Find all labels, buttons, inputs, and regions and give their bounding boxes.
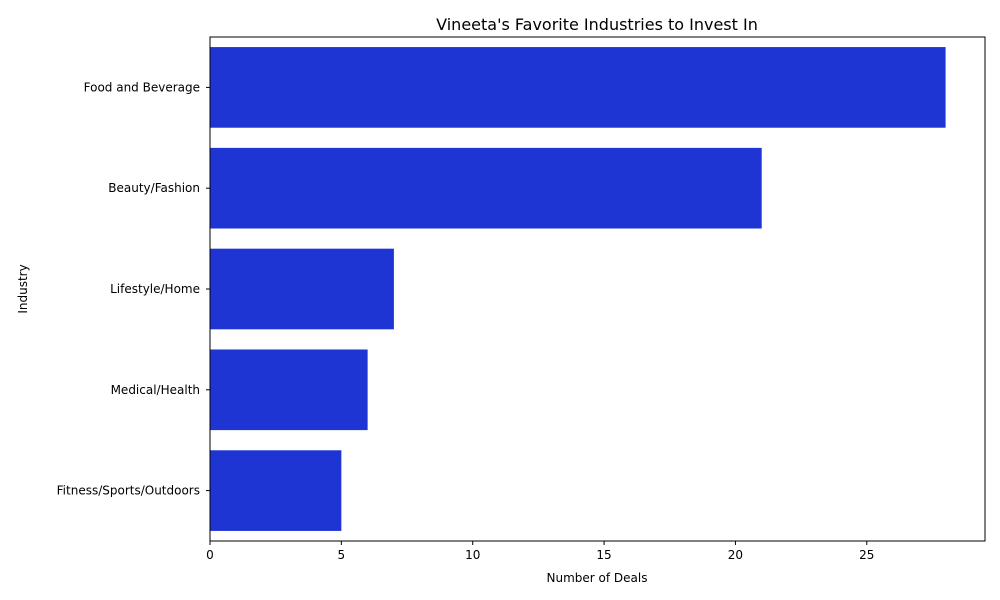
y-axis-label: Industry [16, 264, 30, 313]
y-tick-label: Fitness/Sports/Outdoors [57, 484, 200, 498]
y-axis-ticks: Food and Beverage Beauty/Fashion Lifestyle… [57, 80, 210, 498]
x-tick-label: 25 [859, 548, 874, 562]
bar-3 [210, 349, 368, 431]
y-tick-label: Food and Beverage [84, 80, 200, 94]
y-tick-label: Lifestyle/Home [110, 282, 200, 296]
bar-4 [210, 450, 342, 531]
x-tick-label: 5 [338, 548, 346, 562]
x-tick-label: 10 [465, 548, 480, 562]
bar-1 [210, 147, 762, 229]
x-tick-label: 0 [206, 548, 214, 562]
y-tick-label: Medical/Health [111, 383, 200, 397]
bar-2 [210, 248, 394, 330]
x-axis-ticks: 0 5 10 15 20 25 [206, 541, 874, 562]
chart-title: Vineeta's Favorite Industries to Invest … [436, 15, 758, 34]
bars-group [210, 47, 946, 531]
bar-0 [210, 47, 946, 128]
y-tick-label: Beauty/Fashion [108, 181, 200, 195]
x-axis-label: Number of Deals [547, 571, 648, 585]
x-tick-label: 20 [728, 548, 743, 562]
plot-frame [209, 36, 986, 542]
x-tick-label: 15 [596, 548, 611, 562]
